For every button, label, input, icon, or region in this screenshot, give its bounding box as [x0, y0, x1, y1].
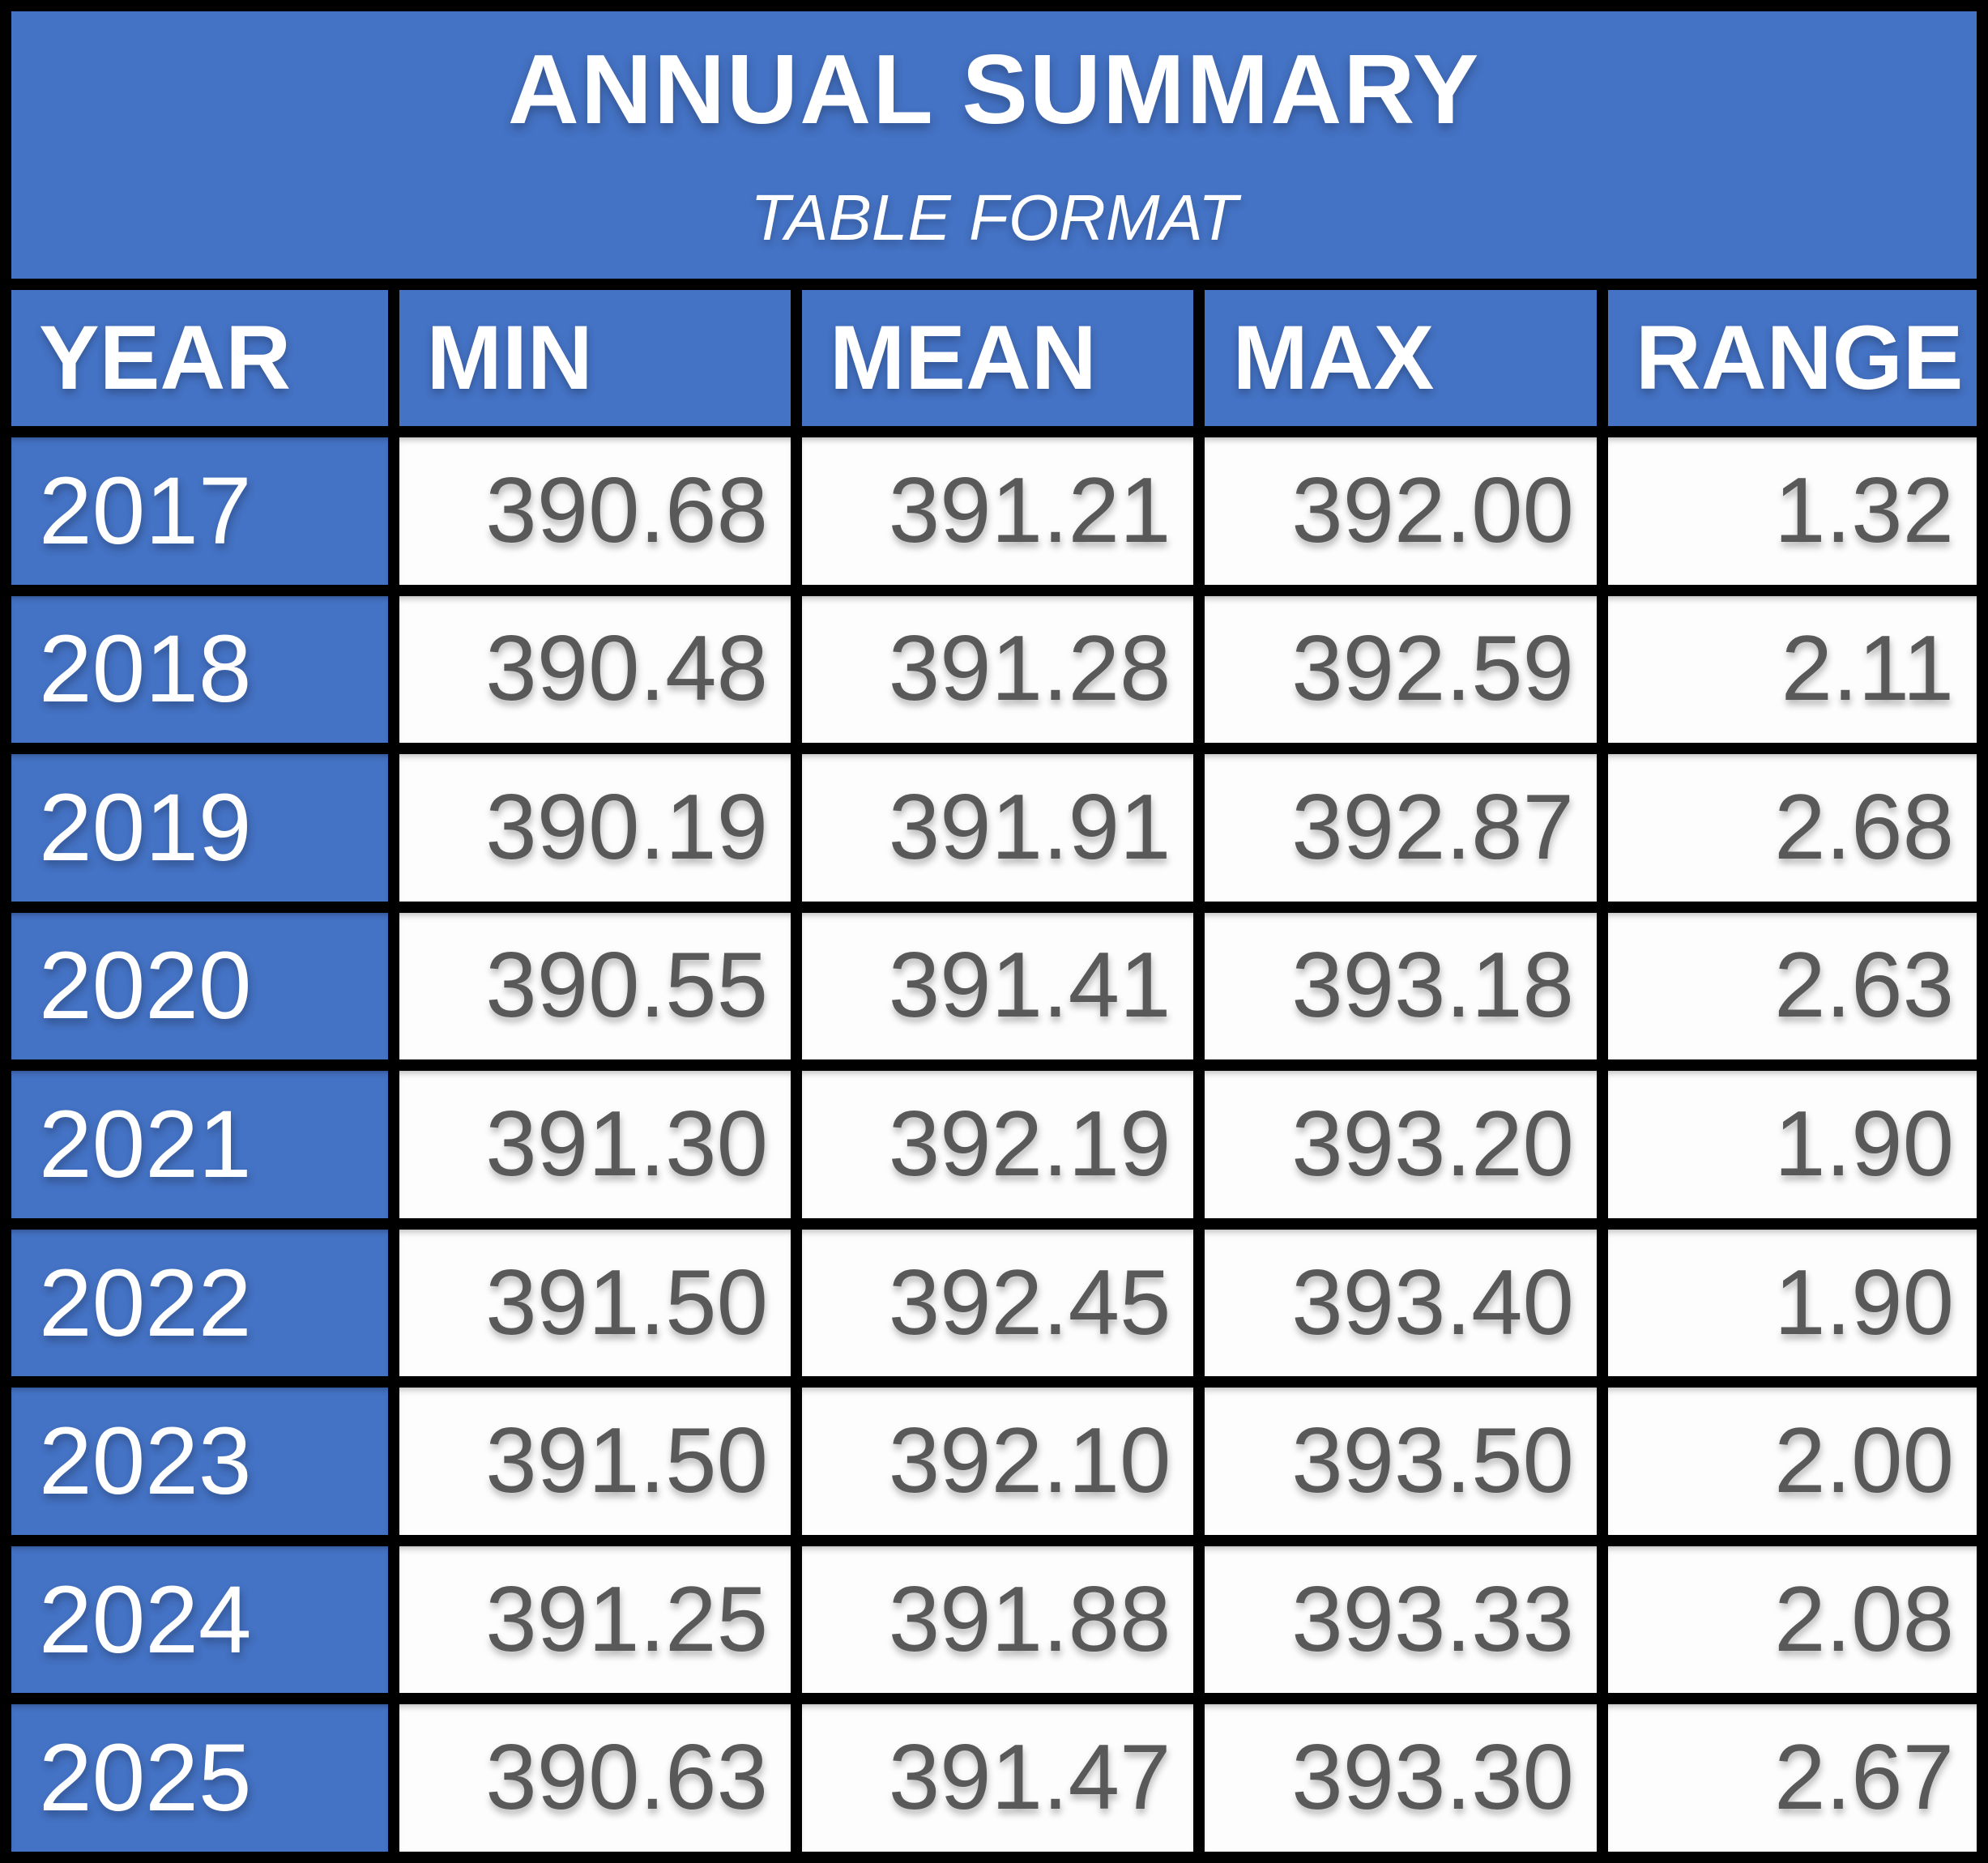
max-cell: 393.18	[1205, 912, 1597, 1060]
col-header-range: RANGE	[1607, 290, 1977, 426]
year-cell: 2022	[11, 1229, 388, 1377]
table-row: 2023 391.50 392.10 393.50 2.00	[11, 1388, 1977, 1535]
min-cell: 390.48	[399, 595, 791, 744]
col-header-mean: MEAN	[801, 290, 1194, 426]
mean-cell: 391.28	[801, 595, 1194, 744]
table-row: 2022 391.50 392.45 393.40 1.90	[11, 1229, 1977, 1377]
mean-cell: 391.21	[801, 437, 1194, 585]
min-cell: 390.68	[399, 437, 791, 585]
table-row: 2020 390.55 391.41 393.18 2.63	[11, 912, 1977, 1060]
mean-cell: 391.91	[801, 754, 1194, 902]
table-row: 2025 390.63 391.47 393.30 2.67	[11, 1704, 1977, 1852]
year-cell: 2024	[11, 1545, 388, 1694]
table-row: 2018 390.48 391.28 392.59 2.11	[11, 595, 1977, 744]
range-cell: 2.63	[1607, 912, 1977, 1060]
min-cell: 391.50	[399, 1388, 791, 1535]
range-cell: 1.90	[1607, 1229, 1977, 1377]
min-cell: 390.55	[399, 912, 791, 1060]
page-subtitle: TABLE FORMAT	[750, 181, 1238, 254]
header-row: YEAR MIN MEAN MAX RANGE	[11, 290, 1977, 426]
range-cell: 2.11	[1607, 595, 1977, 744]
table-row: 2019 390.19 391.91 392.87 2.68	[11, 754, 1977, 902]
min-cell: 390.63	[399, 1704, 791, 1852]
col-header-year: YEAR	[11, 290, 388, 426]
range-cell: 2.00	[1607, 1388, 1977, 1535]
range-cell: 2.67	[1607, 1704, 1977, 1852]
table-row: 2024 391.25 391.88 393.33 2.08	[11, 1545, 1977, 1694]
year-cell: 2023	[11, 1388, 388, 1535]
col-header-min: MIN	[399, 290, 791, 426]
table-row: 2021 391.30 392.19 393.20 1.90	[11, 1071, 1977, 1218]
year-cell: 2020	[11, 912, 388, 1060]
mean-cell: 392.10	[801, 1388, 1194, 1535]
mean-cell: 391.88	[801, 1545, 1194, 1694]
max-cell: 393.40	[1205, 1229, 1597, 1377]
year-cell: 2021	[11, 1071, 388, 1218]
year-cell: 2019	[11, 754, 388, 902]
range-cell: 1.32	[1607, 437, 1977, 585]
table-row: 2017 390.68 391.21 392.00 1.32	[11, 437, 1977, 585]
range-cell: 2.08	[1607, 1545, 1977, 1694]
max-cell: 393.33	[1205, 1545, 1597, 1694]
year-cell: 2018	[11, 595, 388, 744]
min-cell: 390.19	[399, 754, 791, 902]
mean-cell: 391.47	[801, 1704, 1194, 1852]
max-cell: 393.50	[1205, 1388, 1597, 1535]
range-cell: 1.90	[1607, 1071, 1977, 1218]
year-cell: 2017	[11, 437, 388, 585]
range-cell: 2.68	[1607, 754, 1977, 902]
col-header-max: MAX	[1205, 290, 1597, 426]
year-cell: 2025	[11, 1704, 388, 1852]
max-cell: 393.30	[1205, 1704, 1597, 1852]
max-cell: 392.59	[1205, 595, 1597, 744]
min-cell: 391.50	[399, 1229, 791, 1377]
min-cell: 391.30	[399, 1071, 791, 1218]
min-cell: 391.25	[399, 1545, 791, 1694]
mean-cell: 392.19	[801, 1071, 1194, 1218]
mean-cell: 392.45	[801, 1229, 1194, 1377]
max-cell: 393.20	[1205, 1071, 1597, 1218]
max-cell: 392.87	[1205, 754, 1597, 902]
mean-cell: 391.41	[801, 912, 1194, 1060]
table-title-block: ANNUAL SUMMARY TABLE FORMAT	[11, 11, 1977, 279]
max-cell: 392.00	[1205, 437, 1597, 585]
page-title: ANNUAL SUMMARY	[507, 34, 1481, 144]
